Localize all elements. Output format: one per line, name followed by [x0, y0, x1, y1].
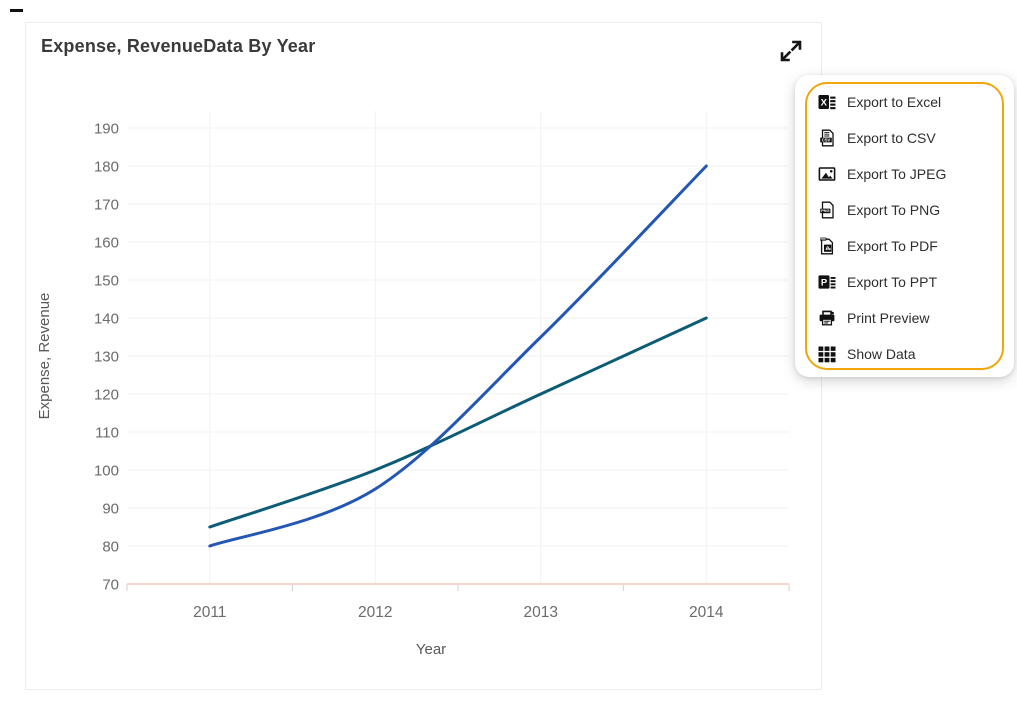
svg-text:70: 70 [102, 577, 119, 594]
series-revenue [208, 164, 708, 548]
svg-text:130: 130 [94, 349, 119, 366]
grid-icon [818, 345, 836, 363]
ppt-icon: P [818, 273, 836, 291]
menu-item-label: Export To PDF [847, 238, 938, 254]
svg-text:190: 190 [94, 121, 119, 138]
csv-icon: CSV [818, 129, 836, 147]
svg-text:90: 90 [102, 501, 119, 518]
series-expense [208, 316, 708, 529]
menu-item-export-to-excel[interactable]: X Export to Excel [807, 84, 1002, 120]
svg-text:PDF: PDF [820, 237, 826, 241]
svg-text:180: 180 [94, 159, 119, 176]
menu-item-label: Print Preview [847, 310, 930, 326]
svg-text:2014: 2014 [689, 604, 724, 621]
menu-item-show-data[interactable]: Show Data [807, 336, 1002, 368]
export-menu: X Export to Excel CSV Export to CSV Export T… [795, 75, 1014, 377]
svg-text:P: P [821, 278, 828, 289]
svg-text:2011: 2011 [193, 604, 226, 621]
excel-icon: X [818, 93, 836, 111]
svg-text:80: 80 [102, 539, 119, 556]
expand-button[interactable] [776, 37, 806, 67]
menu-item-export-to-pdf[interactable]: PDF Export To PDF [807, 228, 1002, 264]
svg-text:Expense, Revenue: Expense, Revenue [36, 293, 53, 420]
line-chart: 70 80 90 100 110 120 130 140 150 160 170 180 190 2011… [36, 111, 790, 658]
svg-text:PNG: PNG [821, 208, 829, 213]
svg-text:150: 150 [94, 273, 119, 290]
svg-text:2013: 2013 [524, 604, 558, 621]
menu-item-label: Export To JPEG [847, 166, 947, 182]
export-menu-list: X Export to Excel CSV Export to CSV Export T… [807, 84, 1002, 368]
chart-card: Expense, RevenueData By Year 70 80 90 100 11… [25, 22, 822, 690]
svg-text:140: 140 [94, 311, 119, 328]
menu-item-export-to-ppt[interactable]: P Export To PPT [807, 264, 1002, 300]
svg-text:Year: Year [416, 641, 446, 658]
menu-item-label: Show Data [847, 346, 916, 362]
menu-item-label: Export to CSV [847, 130, 936, 146]
expand-icon [777, 37, 805, 68]
jpeg-icon [818, 165, 836, 183]
menu-item-label: Export To PNG [847, 202, 941, 218]
menu-item-print-preview[interactable]: Print Preview [807, 300, 1002, 336]
svg-text:120: 120 [94, 387, 119, 404]
svg-text:X: X [821, 98, 828, 109]
top-left-mark [10, 9, 23, 12]
svg-text:100: 100 [94, 463, 119, 480]
chart-title: Expense, RevenueData By Year [41, 36, 316, 56]
svg-text:170: 170 [94, 197, 119, 214]
svg-text:160: 160 [94, 235, 119, 252]
png-icon: PNG [818, 201, 836, 219]
pdf-icon: PDF [818, 237, 836, 255]
printer-icon [818, 309, 836, 327]
svg-text:CSV: CSV [822, 137, 831, 142]
export-menu-panel: X Export to Excel CSV Export to CSV Export T… [805, 82, 1004, 370]
svg-text:110: 110 [95, 425, 119, 442]
menu-item-label: Export To PPT [847, 274, 938, 290]
menu-item-export-to-csv[interactable]: CSV Export to CSV [807, 120, 1002, 156]
svg-text:2012: 2012 [358, 604, 392, 621]
menu-item-export-to-png[interactable]: PNG Export To PNG [807, 192, 1002, 228]
menu-item-label: Export to Excel [847, 94, 942, 110]
menu-item-export-to-jpeg[interactable]: Export To JPEG [807, 156, 1002, 192]
